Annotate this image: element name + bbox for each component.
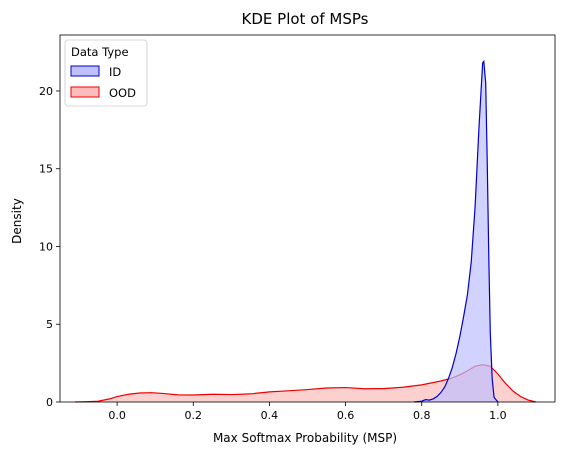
legend-label-id: ID: [109, 65, 121, 79]
chart-title: KDE Plot of MSPs: [242, 10, 369, 28]
y-axis-label: Density: [10, 198, 24, 244]
y-tick-label: 10: [39, 240, 53, 253]
x-tick-label: 0.0: [108, 409, 126, 422]
x-axis-label: Max Softmax Probability (MSP): [213, 431, 397, 445]
x-axis-ticks: 0.0 0.2 0.4 0.6 0.8 1.0: [108, 402, 507, 422]
legend-label-ood: OOD: [109, 86, 136, 100]
series-id-area: [414, 61, 498, 402]
x-tick-label: 0.8: [413, 409, 431, 422]
plot-frame: [59, 34, 556, 403]
y-tick-label: 0: [46, 396, 53, 409]
x-tick-label: 0.6: [337, 409, 355, 422]
series-ood-area: [75, 364, 536, 402]
series-layer: [75, 59, 537, 403]
legend: Data Type ID OOD: [64, 39, 148, 107]
y-tick-label: 15: [39, 163, 53, 176]
x-tick-label: 0.2: [185, 409, 203, 422]
y-tick-label: 5: [46, 318, 53, 331]
legend-swatch-ood: [70, 86, 100, 98]
series-id-line: [414, 59, 499, 403]
legend-swatch-id: [70, 65, 100, 77]
x-tick-label: 1.0: [489, 409, 507, 422]
y-tick-label: 20: [39, 85, 53, 98]
y-axis-ticks: 0 5 10 15 20: [39, 85, 60, 409]
legend-title: Data Type: [71, 45, 129, 59]
x-tick-label: 0.4: [261, 409, 279, 422]
